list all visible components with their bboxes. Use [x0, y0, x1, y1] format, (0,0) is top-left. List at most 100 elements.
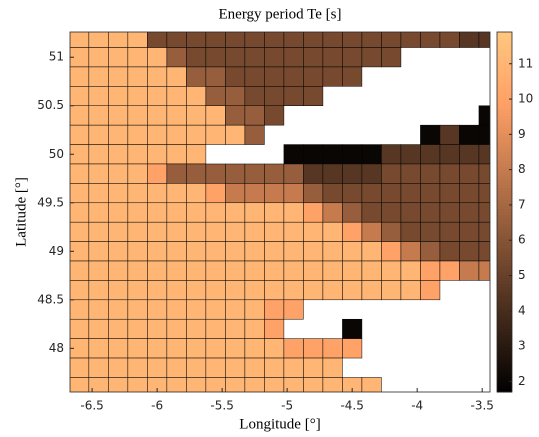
heatmap-cell — [205, 124, 226, 145]
heatmap-cell — [88, 144, 109, 165]
heatmap-cell — [108, 32, 129, 48]
heatmap-cell — [186, 144, 207, 165]
heatmap-cell — [127, 357, 148, 378]
heatmap-cell — [303, 86, 324, 106]
heatmap-cell — [127, 280, 148, 301]
heatmap-cell — [225, 32, 246, 48]
heatmap-cell — [108, 299, 129, 320]
heatmap-cell — [381, 144, 402, 165]
heatmap-cell — [264, 338, 285, 359]
heatmap-cells — [70, 32, 490, 392]
colorbar-swatch — [497, 128, 512, 132]
colorbar-swatch — [497, 71, 512, 75]
heatmap-cell — [147, 280, 168, 301]
heatmap-cell — [88, 105, 109, 126]
heatmap-cell — [166, 66, 187, 87]
heatmap-cell — [264, 32, 285, 48]
heatmap-cell — [88, 318, 109, 339]
heatmap-cell — [400, 163, 421, 184]
colorbar-swatch — [497, 167, 512, 171]
heatmap-cell — [70, 357, 90, 378]
heatmap-cell — [127, 47, 148, 68]
colorbar-swatch — [497, 323, 512, 327]
heatmap-cell — [420, 280, 441, 301]
heatmap-cell — [420, 32, 441, 48]
x-tick-label: -4 — [411, 399, 423, 413]
colorbar-swatch — [497, 251, 512, 255]
heatmap-cell — [166, 144, 187, 165]
heatmap-cell — [225, 260, 246, 281]
heatmap-cell — [244, 32, 265, 48]
heatmap-cell — [439, 163, 460, 184]
heatmap-cell — [478, 183, 490, 204]
heatmap-cell — [88, 202, 109, 223]
heatmap-cell — [166, 202, 187, 223]
heatmap-cell — [186, 66, 207, 87]
heatmap-cell — [342, 202, 363, 223]
heatmap-cell — [186, 280, 207, 301]
heatmap-cell — [88, 338, 109, 359]
heatmap-cell — [361, 280, 382, 301]
heatmap-cell — [459, 124, 480, 145]
heatmap-cell — [166, 124, 187, 145]
heatmap-cell — [342, 221, 363, 242]
heatmap-cell — [166, 183, 187, 204]
heatmap-cell — [244, 47, 265, 68]
y-tick-label: 50 — [49, 147, 64, 161]
heatmap-cell — [70, 163, 90, 184]
heatmap-cell — [225, 338, 246, 359]
heatmap-cell — [70, 105, 90, 126]
heatmap-cell — [88, 163, 109, 184]
heatmap-cell — [420, 260, 441, 281]
heatmap-cell — [400, 32, 421, 48]
heatmap-cell — [361, 163, 382, 184]
colorbar-swatch — [497, 347, 512, 351]
colorbar-swatch — [497, 149, 512, 153]
heatmap-cell — [127, 260, 148, 281]
colorbar-swatch — [497, 305, 512, 309]
heatmap-cell — [205, 299, 226, 320]
heatmap-cell — [478, 163, 490, 184]
heatmap-cell — [322, 338, 343, 359]
heatmap-cell — [127, 105, 148, 126]
heatmap-cell — [186, 32, 207, 48]
heatmap-cell — [244, 124, 265, 145]
colorbar-swatch — [497, 86, 512, 90]
y-tick-label: 51 — [49, 50, 64, 64]
heatmap-cell — [361, 32, 382, 48]
heatmap-cell — [400, 280, 421, 301]
heatmap-cell — [205, 66, 226, 87]
heatmap-cell — [361, 377, 382, 392]
heatmap-cell — [205, 202, 226, 223]
heatmap-cell — [108, 163, 129, 184]
heatmap-cell — [127, 124, 148, 145]
heatmap-cell — [244, 357, 265, 378]
heatmap-cell — [361, 260, 382, 281]
heatmap-cell — [108, 124, 129, 145]
colorbar-swatch — [497, 329, 512, 333]
x-axis-label: Longitude [°] — [239, 416, 320, 432]
heatmap-cell — [459, 32, 480, 48]
colorbar-swatch — [497, 293, 512, 297]
heatmap-cell — [283, 163, 304, 184]
heatmap-cell — [244, 202, 265, 223]
y-axis-label: Latitude [°] — [13, 177, 29, 247]
heatmap-cell — [166, 163, 187, 184]
colorbar-swatch — [497, 92, 512, 96]
heatmap-cell — [264, 357, 285, 378]
heatmap-cell — [147, 144, 168, 165]
heatmap-cell — [166, 280, 187, 301]
heatmap-cell — [244, 338, 265, 359]
heatmap-cell — [322, 221, 343, 242]
heatmap-cell — [342, 66, 363, 87]
heatmap-cell — [225, 202, 246, 223]
heatmap-cell — [108, 221, 129, 242]
heatmap-cell — [303, 47, 324, 68]
heatmap-cell — [283, 241, 304, 262]
heatmap-cell — [225, 318, 246, 339]
colorbar-swatch — [497, 188, 512, 192]
heatmap-cell — [127, 299, 148, 320]
heatmap-cell — [264, 377, 285, 392]
colorbar-swatch — [497, 65, 512, 69]
chart-title: Energy period Te [s] — [219, 6, 342, 22]
